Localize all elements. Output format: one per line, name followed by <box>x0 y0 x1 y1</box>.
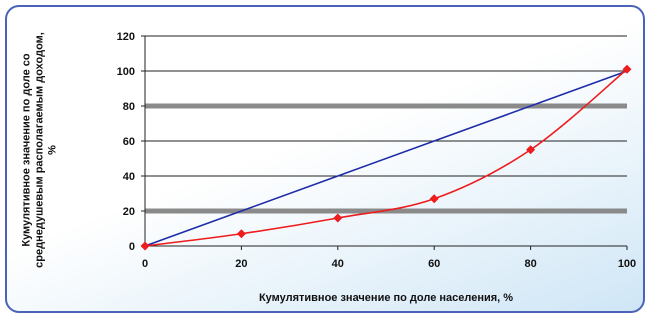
data-point-marker <box>333 213 343 223</box>
y-tick-labels: 0 20 40 60 80 100 120 <box>117 31 145 253</box>
x-tick-label: 20 <box>235 258 247 270</box>
x-tick-label: 100 <box>618 258 636 270</box>
data-point-marker <box>622 64 632 74</box>
chart-frame <box>5 5 645 313</box>
data-point-marker <box>429 194 439 204</box>
gridlines <box>145 35 627 214</box>
y-tick-label: 0 <box>129 241 135 253</box>
x-tick-label: 80 <box>524 258 536 270</box>
data-point-marker <box>526 145 536 155</box>
series-line-2 <box>144 68 628 247</box>
series-layer <box>140 64 632 251</box>
x-tick-label: 0 <box>142 258 148 270</box>
x-tick-label: 60 <box>428 258 440 270</box>
y-tick-label: 100 <box>117 66 135 78</box>
y-tick-label: 40 <box>123 171 135 183</box>
y-axis-label: Кумулятивное значение по доле со среднед… <box>20 32 59 268</box>
x-axis-label: Кумулятивное значение по доле населения,… <box>258 292 514 304</box>
y-axis-label-area: Кумулятивное значение по доле со среднед… <box>0 0 80 268</box>
y-tick-label: 20 <box>123 206 135 218</box>
x-tick-labels: 0 20 40 60 80 100 <box>142 246 636 270</box>
data-point-marker <box>236 229 246 239</box>
y-tick-label: 120 <box>117 31 135 43</box>
data-point-marker <box>140 241 150 251</box>
y-tick-label: 60 <box>123 136 135 148</box>
x-tick-label: 40 <box>332 258 344 270</box>
series-line-1 <box>144 70 628 247</box>
y-tick-label: 80 <box>123 101 135 113</box>
